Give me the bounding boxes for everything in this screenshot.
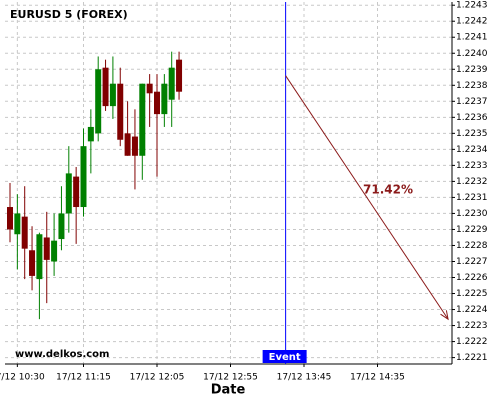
candle-body [176,59,183,92]
y-tick-label: 1.2227 [456,257,488,267]
y-tick-label: 1.2222 [456,337,488,347]
y-tick-label: 1.2242 [456,17,488,27]
candle-body [58,213,65,240]
y-tick-label: 1.2238 [456,81,488,91]
watermark: www.delkos.com [15,349,109,360]
y-tick-label: 1.2235 [456,129,488,139]
candle-body [87,126,94,142]
event-box [262,350,307,363]
y-tick-label: 1.2228 [456,241,488,251]
y-tick-label: 1.2232 [456,177,488,187]
y-tick-label: 1.2224 [456,305,488,315]
x-tick-label: 17/12 13:45 [277,373,332,383]
candle-body [7,207,13,230]
y-tick-label: 1.2231 [456,193,488,203]
candle-body [36,234,43,280]
grid [5,2,452,364]
y-tick-label: 1.2240 [456,49,488,59]
x-tick-label: 17/12 10:30 [0,373,45,383]
candle-body [80,146,87,208]
candle-body [14,213,21,235]
candle-body [43,237,50,260]
x-tick-label: 17/12 11:15 [56,373,111,383]
candle-body [124,133,131,156]
y-tick-label: 1.2223 [456,321,488,331]
x-tick-label: 17/12 12:55 [203,373,258,383]
candle-body [73,176,80,208]
arrow-label: 71.42% [363,183,413,197]
y-tick-label: 1.2236 [456,113,488,123]
y-tick-label: 1.2241 [456,33,488,43]
arrow-head [440,310,449,321]
y-tick-label: 1.2225 [456,289,488,299]
candle-body [102,67,109,107]
candle-body [29,250,36,276]
event-label: Event [269,352,301,363]
candle-body [168,67,175,100]
candle-body [95,69,102,134]
candle-body [154,91,160,115]
candle-body [51,240,58,262]
y-tick-label: 1.2237 [456,97,488,107]
y-tick-label: 1.2243 [456,1,488,11]
y-tick-label: 1.2234 [456,145,488,155]
candle-body [161,83,168,115]
y-tick-label: 1.2229 [456,225,488,235]
x-tick-label: 17/12 14:35 [350,373,405,383]
candle-body [139,83,146,156]
candle-body [21,216,28,249]
candle-body [131,136,138,156]
y-tick-label: 1.2221 [456,353,488,363]
y-tick-label: 1.2226 [456,273,488,283]
x-axis-label: Date [211,383,246,398]
candle-body [109,83,116,107]
y-tick-label: 1.2239 [456,65,488,75]
candle-body [146,83,153,94]
forecast-arrow [285,75,449,320]
y-tick-label: 1.2233 [456,161,488,171]
candle-body [117,83,124,140]
x-tick-label: 17/12 12:05 [130,373,185,383]
candle-body [65,173,72,214]
chart-title: EURUSD 5 (FOREX) [10,8,128,21]
y-tick-label: 1.2230 [456,209,488,219]
